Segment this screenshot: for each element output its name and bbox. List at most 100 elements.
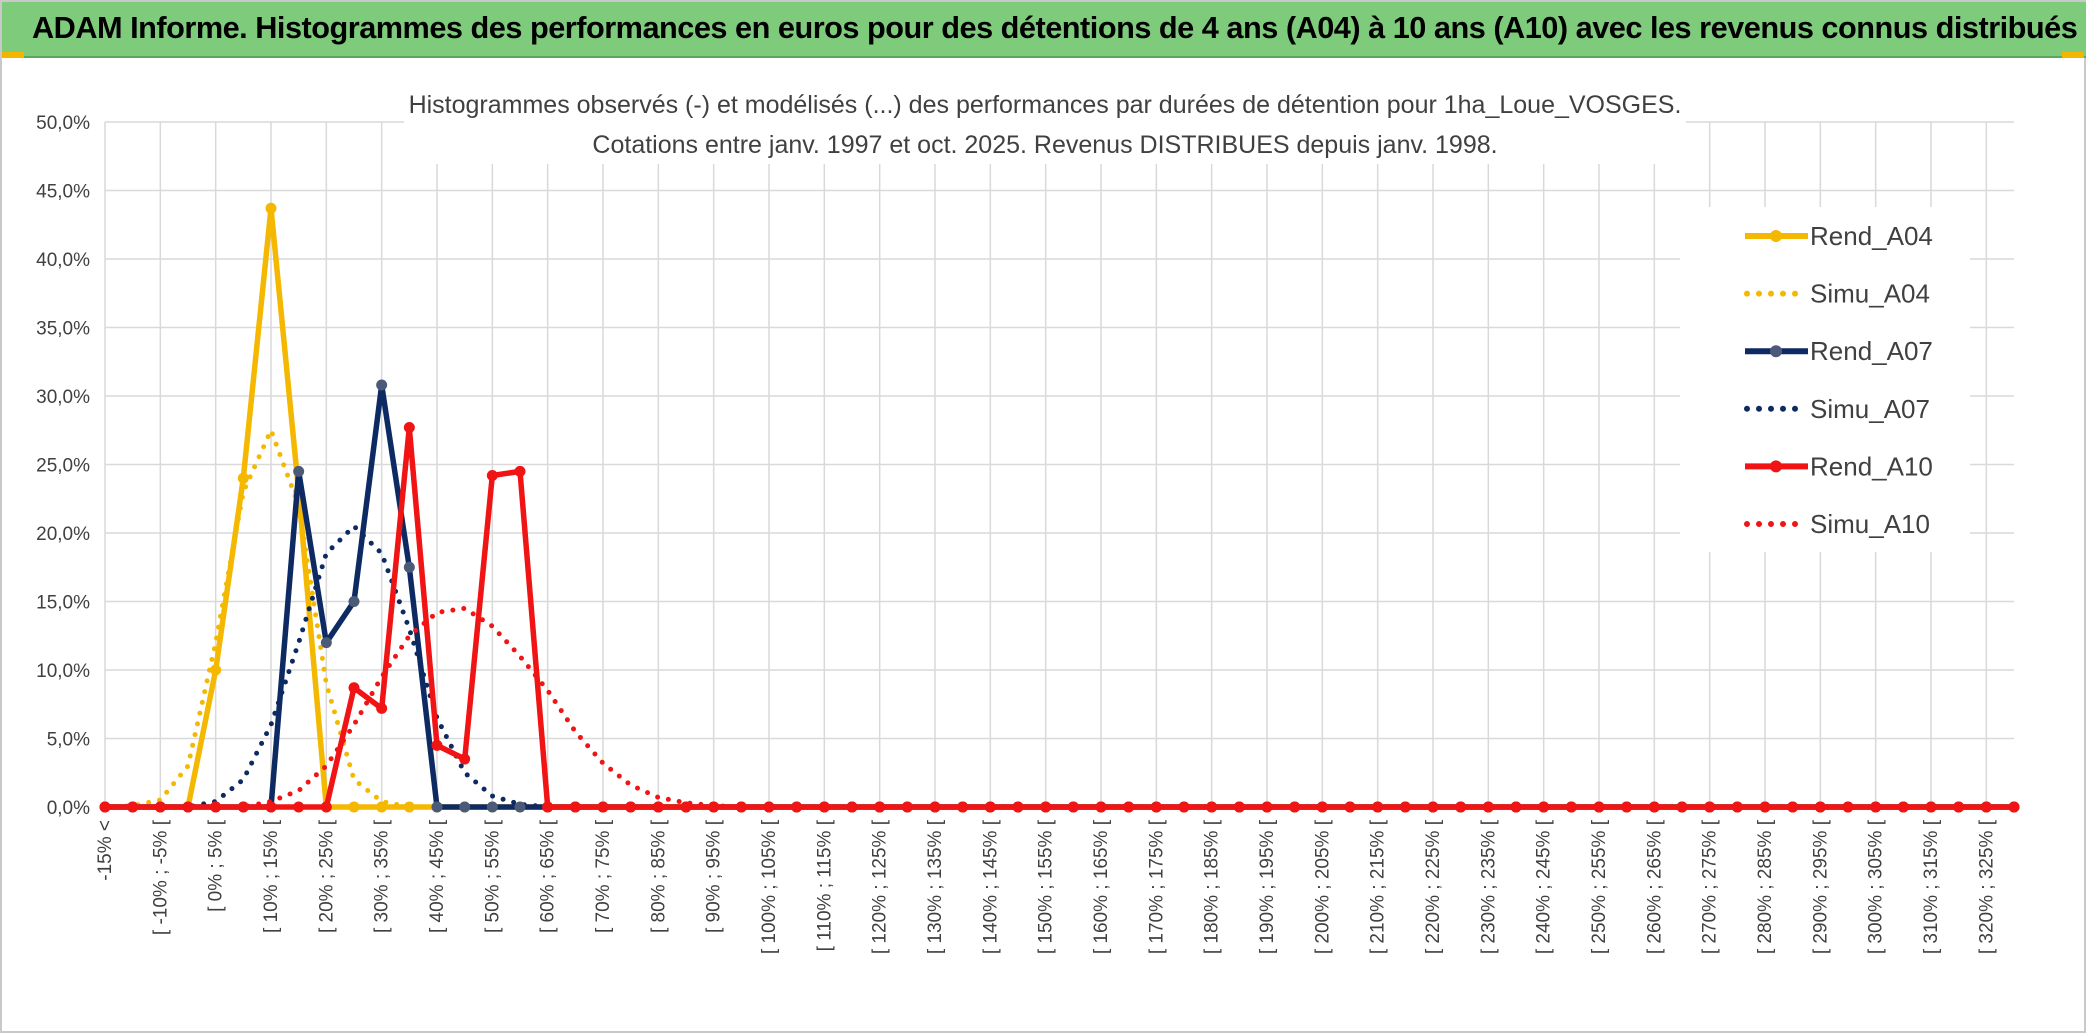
x-tick-label: [ 90% ; 95% [	[704, 819, 725, 933]
x-tick-label: [ 10% ; 15% [	[261, 819, 282, 933]
report-banner: ADAM Informe. Histogrammes des performan…	[2, 2, 2086, 58]
data-point-rend_a07	[293, 465, 305, 477]
data-point-rend_a10	[542, 801, 554, 813]
y-tick-label: 10,0%	[36, 661, 90, 682]
legend-label: Simu_A04	[1810, 279, 1930, 309]
x-tick-label: [ 0% ; 5% [	[206, 819, 227, 912]
y-tick-label: 0,0%	[47, 798, 90, 819]
data-point-rend_a10	[818, 801, 830, 813]
data-point-rend_a10	[901, 801, 913, 813]
x-tick-label: -15% <	[95, 820, 116, 881]
banner-corner-right	[2062, 52, 2084, 58]
legend: Rend_A04 Simu_A04 Rend_A07 Simu_A07 Rend_A10…	[1680, 207, 1970, 552]
data-point-rend_a10	[1842, 801, 1854, 813]
legend-label: Simu_A10	[1810, 509, 1930, 539]
data-point-rend_a10	[1012, 801, 1024, 813]
title-background	[404, 84, 1686, 164]
x-tick-label: [ 70% ; 75% [	[593, 819, 614, 933]
data-point-rend_a10	[1704, 801, 1716, 813]
data-point-rend_a10	[1925, 801, 1937, 813]
x-tick-label: [ 310% ; 315% [	[1921, 819, 1942, 954]
x-tick-label: [ 290% ; 295% [	[1810, 819, 1831, 954]
data-point-rend_a07	[459, 801, 471, 813]
chart-subtitle: Cotations entre janv. 1997 et oct. 2025.…	[592, 131, 1497, 159]
legend-label: Rend_A10	[1810, 451, 1933, 481]
y-tick-label: 35,0%	[36, 319, 90, 340]
data-point-rend_a10	[1593, 801, 1605, 813]
x-tick-label: [ 170% ; 175% [	[1146, 819, 1167, 954]
data-point-rend_a04	[348, 801, 360, 813]
data-point-rend_a10	[1731, 801, 1743, 813]
x-tick-label: [ -10% ; -5% [	[150, 819, 171, 935]
legend-background	[1680, 207, 1970, 552]
x-axis: -15% < [ -10% ; -5% [ [ 0% ; 5% [ [ 10% ; 1…	[95, 819, 1997, 954]
x-tick-label: [ 150% ; 155% [	[1036, 819, 1057, 954]
data-point-rend_a10	[514, 465, 526, 477]
data-point-rend_a10	[1399, 801, 1411, 813]
data-point-rend_a10	[1289, 801, 1301, 813]
data-point-rend_a10	[984, 801, 996, 813]
x-tick-label: [ 120% ; 125% [	[870, 819, 891, 954]
series-layer	[99, 202, 2020, 813]
series-line-simu_a10	[102, 605, 2017, 810]
data-point-rend_a10	[1095, 801, 1107, 813]
data-point-rend_a10	[1787, 801, 1799, 813]
data-point-rend_a10	[1150, 801, 1162, 813]
data-point-rend_a10	[376, 702, 388, 714]
series-line-rend_a10	[105, 424, 2014, 810]
x-tick-label: [ 80% ; 85% [	[648, 819, 669, 933]
x-tick-label: [ 160% ; 165% [	[1091, 819, 1112, 954]
data-point-rend_a10	[708, 801, 720, 813]
data-point-rend_a10	[1233, 801, 1245, 813]
data-point-rend_a10	[1316, 801, 1328, 813]
x-tick-label: [ 110% ; 115% [	[814, 819, 835, 951]
y-tick-label: 5,0%	[47, 730, 90, 751]
y-tick-label: 25,0%	[36, 456, 90, 477]
data-point-rend_a10	[1455, 801, 1467, 813]
data-point-rend_a10	[625, 801, 637, 813]
data-point-rend_a10	[1538, 801, 1550, 813]
x-tick-label: [ 320% ; 325% [	[1976, 819, 1997, 954]
data-point-rend_a10	[99, 801, 111, 813]
data-point-rend_a10	[265, 801, 277, 813]
data-point-rend_a10	[348, 682, 360, 694]
banner-corner-left	[2, 52, 24, 58]
data-point-rend_a10	[1870, 801, 1882, 813]
x-tick-label: [ 260% ; 265% [	[1644, 819, 1665, 954]
data-point-rend_a04	[237, 472, 249, 484]
data-point-rend_a10	[459, 753, 471, 765]
y-tick-label: 40,0%	[36, 250, 90, 271]
y-tick-label: 30,0%	[36, 387, 90, 408]
data-point-rend_a04	[376, 801, 388, 813]
data-point-rend_a10	[154, 801, 166, 813]
x-tick-label: [ 100% ; 105% [	[759, 819, 780, 954]
data-point-rend_a04	[210, 664, 222, 676]
data-point-rend_a10	[1980, 801, 1992, 813]
data-point-rend_a10	[846, 801, 858, 813]
legend-marker	[1770, 230, 1782, 242]
data-point-rend_a10	[597, 801, 609, 813]
data-point-rend_a10	[1040, 801, 1052, 813]
data-point-rend_a10	[403, 422, 415, 434]
x-tick-label: [ 200% ; 205% [	[1312, 819, 1333, 954]
data-point-rend_a10	[1565, 801, 1577, 813]
data-point-rend_a10	[1178, 801, 1190, 813]
data-point-rend_a10	[569, 801, 581, 813]
data-point-rend_a10	[486, 469, 498, 481]
data-point-rend_a10	[1427, 801, 1439, 813]
data-point-rend_a10	[1123, 801, 1135, 813]
x-tick-label: [ 210% ; 215% [	[1368, 819, 1389, 954]
data-point-rend_a10	[293, 801, 305, 813]
data-point-rend_a10	[182, 801, 194, 813]
data-point-rend_a10	[1206, 801, 1218, 813]
x-tick-label: [ 130% ; 135% [	[925, 819, 946, 954]
data-point-rend_a10	[127, 801, 139, 813]
data-point-rend_a07	[431, 801, 443, 813]
data-point-rend_a10	[1648, 801, 1660, 813]
x-tick-label: [ 50% ; 55% [	[482, 819, 503, 933]
data-point-rend_a10	[210, 801, 222, 813]
data-point-rend_a04	[403, 801, 415, 813]
y-axis: 0,0% 5,0% 10,0% 15,0% 20,0% 25,0% 30,0% 35,0% 40…	[36, 113, 90, 819]
data-point-rend_a10	[237, 801, 249, 813]
